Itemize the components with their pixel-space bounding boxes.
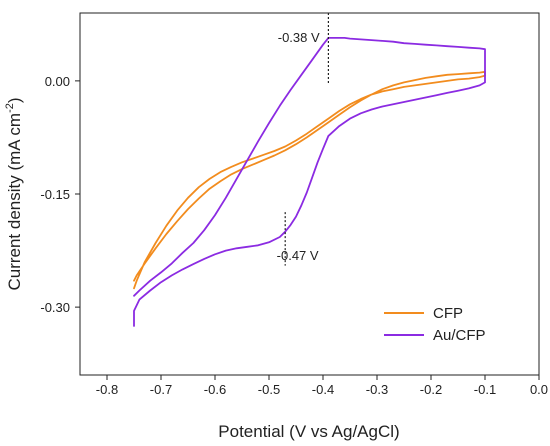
x-tick-label: 0.0: [530, 382, 548, 397]
y-tick-label: 0.00: [45, 74, 70, 89]
y-axis-title: Current density (mA cm-2): [4, 97, 24, 290]
annotation-label: -0.38 V: [278, 30, 320, 45]
plot-frame: [79, 12, 540, 376]
y-axis-title-close: ): [5, 97, 24, 103]
x-tick-label: -0.4: [312, 382, 334, 397]
series-layer: [133, 37, 486, 327]
x-tick-label: -0.5: [258, 382, 280, 397]
y-axis-title-superscript: -2: [4, 103, 16, 113]
legend: CFP Au/CFP: [384, 305, 486, 344]
annotation-label: -0.47 V: [277, 248, 319, 263]
x-tick-label: -0.2: [420, 382, 442, 397]
x-tick-label: -0.6: [204, 382, 226, 397]
y-tick-label: -0.30: [40, 300, 70, 315]
legend-label-au-cfp: Au/CFP: [433, 327, 486, 344]
annotations: -0.38 V -0.47 V: [277, 13, 329, 266]
x-tick-label: -0.1: [474, 382, 496, 397]
y-axis-ticks: 0.00 -0.15 -0.30: [40, 74, 80, 315]
x-axis-ticks: -0.8 -0.7 -0.6 -0.5 -0.4 -0.3 -0.2 -0.1 0.0: [96, 375, 548, 397]
x-axis-title: Potential (V vs Ag/AgCl): [218, 422, 399, 441]
x-tick-label: -0.7: [150, 382, 172, 397]
y-tick-label: -0.15: [40, 187, 70, 202]
legend-label-cfp: CFP: [433, 305, 463, 322]
series-line-au-cfp: [133, 37, 486, 327]
x-tick-label: -0.3: [366, 382, 388, 397]
y-axis-title-main: Current density (mA cm: [5, 113, 24, 291]
x-tick-label: -0.8: [96, 382, 118, 397]
